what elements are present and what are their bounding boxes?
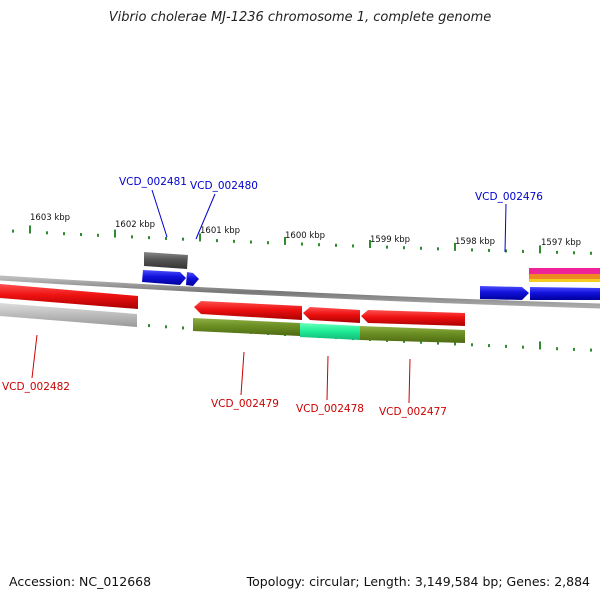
minor-tick [556, 250, 558, 254]
minor-tick [335, 243, 337, 247]
callout-line-vcd-002480 [195, 193, 216, 240]
major-tick [369, 240, 371, 249]
callout-line-vcd-002477 [408, 358, 411, 404]
gene-vcd-002481[interactable] [144, 252, 188, 269]
major-tick [29, 225, 31, 234]
major-tick [539, 341, 541, 350]
scale-label-1599: 1599 kbp [370, 235, 410, 245]
callout-line-vcd-002476 [504, 203, 507, 253]
minor-tick [420, 340, 422, 344]
minor-tick [148, 324, 150, 328]
callout-line-vcd-002482 [31, 334, 38, 379]
minor-tick [488, 344, 490, 348]
gene-vcd-002476[interactable] [480, 286, 529, 300]
map-title: Vibrio cholerae MJ-1236 chromosome 1, co… [108, 10, 492, 25]
gene-vcd-002479[interactable] [194, 301, 302, 320]
minor-tick [556, 347, 558, 351]
gene-label-vcd-002476[interactable]: VCD_002476 [475, 191, 543, 203]
gene-label-vcd-002477[interactable]: VCD_002477 [379, 406, 447, 418]
gene-vcd-002477[interactable] [361, 310, 465, 326]
scale-label-1598: 1598 kbp [455, 237, 495, 247]
scale-label-1600: 1600 kbp [285, 231, 325, 241]
minor-tick [352, 244, 354, 248]
minor-tick [63, 232, 65, 236]
minor-tick [573, 251, 575, 255]
major-tick [114, 229, 116, 238]
minor-tick [437, 341, 439, 345]
minor-tick [505, 249, 507, 253]
gene-vcd-002480b[interactable] [186, 272, 199, 286]
chromosome-backbone [0, 275, 600, 309]
gene-label-vcd-002482[interactable]: VCD_002482 [2, 381, 70, 393]
gene-vcd-002480a[interactable] [142, 270, 186, 285]
minor-tick [386, 245, 388, 249]
gene-label-vcd-002481[interactable]: VCD_002481 [119, 176, 187, 188]
gene-teal[interactable] [300, 323, 360, 340]
minor-tick [233, 239, 235, 243]
gene-label-vcd-002479[interactable]: VCD_002479 [211, 398, 279, 410]
gene-olive-a[interactable] [193, 318, 300, 336]
gene-label-vcd-002478[interactable]: VCD_002478 [296, 403, 364, 415]
accession-text: Accession: NC_012668 [9, 574, 152, 589]
gene-right-yellow[interactable] [529, 279, 600, 282]
minor-tick [318, 243, 320, 247]
scale-label-1603: 1603 kbp [30, 213, 70, 223]
minor-tick [522, 249, 524, 253]
gene-vcd-002478[interactable] [303, 307, 360, 323]
callout-line-vcd-002478 [326, 355, 329, 401]
minor-tick [250, 240, 252, 244]
gene-vcd-002482[interactable] [0, 284, 138, 309]
minor-tick [12, 229, 14, 233]
minor-tick [131, 235, 133, 239]
major-tick [284, 236, 286, 245]
minor-tick [573, 347, 575, 351]
minor-tick [590, 251, 592, 255]
gene-label-vcd-002480[interactable]: VCD_002480 [190, 180, 258, 192]
minor-tick [590, 348, 592, 352]
minor-tick [488, 248, 490, 252]
minor-tick [165, 325, 167, 329]
minor-tick [267, 241, 269, 245]
gene-vcd-002482-shadow [0, 303, 137, 327]
minor-tick [403, 246, 405, 250]
minor-tick [471, 248, 473, 252]
minor-tick [301, 242, 303, 246]
minor-tick [80, 232, 82, 236]
minor-tick [216, 239, 218, 243]
minor-tick [471, 343, 473, 347]
minor-tick [182, 237, 184, 241]
minor-tick [165, 236, 167, 240]
major-tick [199, 233, 201, 242]
tick-row-top [12, 225, 592, 255]
callout-line-vcd-002479 [240, 351, 245, 396]
genome-summary-text: Topology: circular; Length: 3,149,584 bp… [246, 574, 590, 589]
minor-tick [437, 247, 439, 251]
gene-right-magenta[interactable] [529, 268, 600, 274]
gene-olive-b[interactable] [360, 326, 465, 343]
minor-tick [522, 345, 524, 349]
minor-tick [403, 339, 405, 343]
major-tick [539, 245, 541, 254]
major-tick [454, 242, 456, 251]
scale-label-1601: 1601 kbp [200, 226, 240, 236]
scale-label-1597: 1597 kbp [541, 238, 581, 248]
gene-right-blue[interactable] [530, 287, 600, 300]
gene-right-orange[interactable] [529, 274, 600, 279]
minor-tick [46, 231, 48, 235]
minor-tick [420, 246, 422, 250]
scale-label-1602: 1602 kbp [115, 220, 155, 230]
minor-tick [182, 326, 184, 330]
callout-line-vcd-002481 [151, 189, 168, 238]
minor-tick [148, 236, 150, 240]
minor-tick [97, 233, 99, 237]
minor-tick [505, 344, 507, 348]
